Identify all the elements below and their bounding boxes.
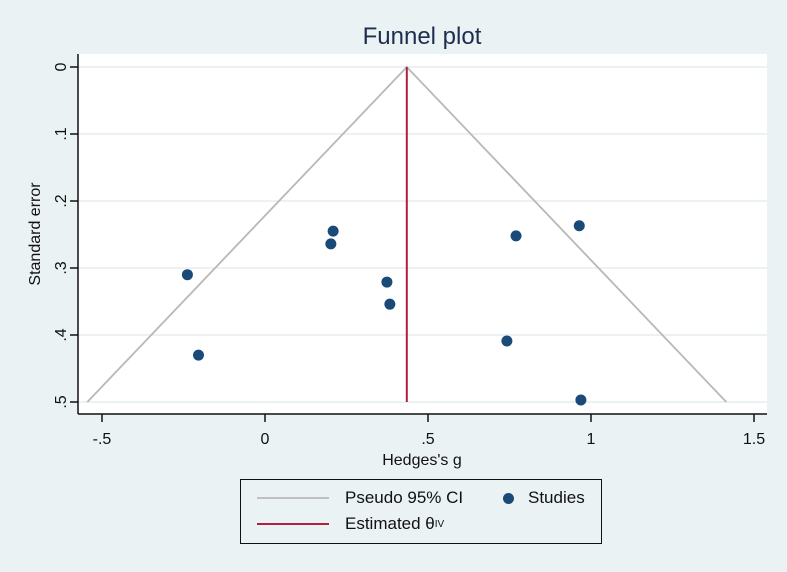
study-point	[192, 349, 204, 361]
legend-theta-subscript: IV	[434, 518, 445, 530]
study-point	[501, 335, 513, 347]
study-point	[510, 230, 522, 242]
x-tick-label: -.5	[93, 431, 112, 448]
study-dot-swatch	[503, 492, 514, 504]
study-point	[325, 238, 337, 250]
y-tick-label: .5	[53, 395, 70, 408]
study-point	[327, 225, 339, 237]
y-tick-label: .3	[53, 261, 70, 274]
theta-line-swatch	[257, 523, 329, 525]
y-tick-label: .1	[53, 127, 70, 140]
chart-title: Funnel plot	[363, 23, 482, 50]
x-tick-label: 1	[587, 431, 596, 448]
legend-item-theta: Estimated θ IV	[257, 514, 444, 534]
x-axis-ticks: -.5 0 .5 1 1.5	[93, 414, 765, 448]
legend-ci-label: Pseudo 95% CI	[345, 488, 464, 507]
plot-area	[78, 54, 767, 414]
study-point	[573, 220, 585, 232]
x-axis-label: Hedges's g	[382, 452, 462, 469]
study-point	[381, 276, 393, 288]
legend-item-ci: Pseudo 95% CI	[257, 488, 463, 508]
legend-studies-label: Studies	[528, 488, 585, 507]
gridlines	[78, 66, 767, 403]
legend-theta-label: Estimated θ	[345, 514, 435, 533]
study-point	[575, 394, 587, 406]
study-points	[181, 220, 587, 406]
study-point	[384, 298, 396, 310]
x-tick-label: .5	[421, 431, 434, 448]
y-axis-ticks: 0 .1 .2 .3 .4 .5	[53, 62, 78, 409]
y-tick-label: .4	[53, 328, 70, 341]
x-tick-label: 0	[261, 431, 270, 448]
legend: Pseudo 95% CI Studies Estimated θ IV	[240, 479, 602, 544]
y-tick-label: .2	[53, 194, 70, 207]
y-tick-label: 0	[53, 62, 70, 71]
legend-item-studies: Studies	[503, 488, 585, 508]
y-axis-label: Standard error	[27, 182, 44, 286]
ci-line-swatch	[257, 497, 329, 499]
study-point	[181, 269, 193, 281]
x-tick-label: 1.5	[743, 431, 765, 448]
